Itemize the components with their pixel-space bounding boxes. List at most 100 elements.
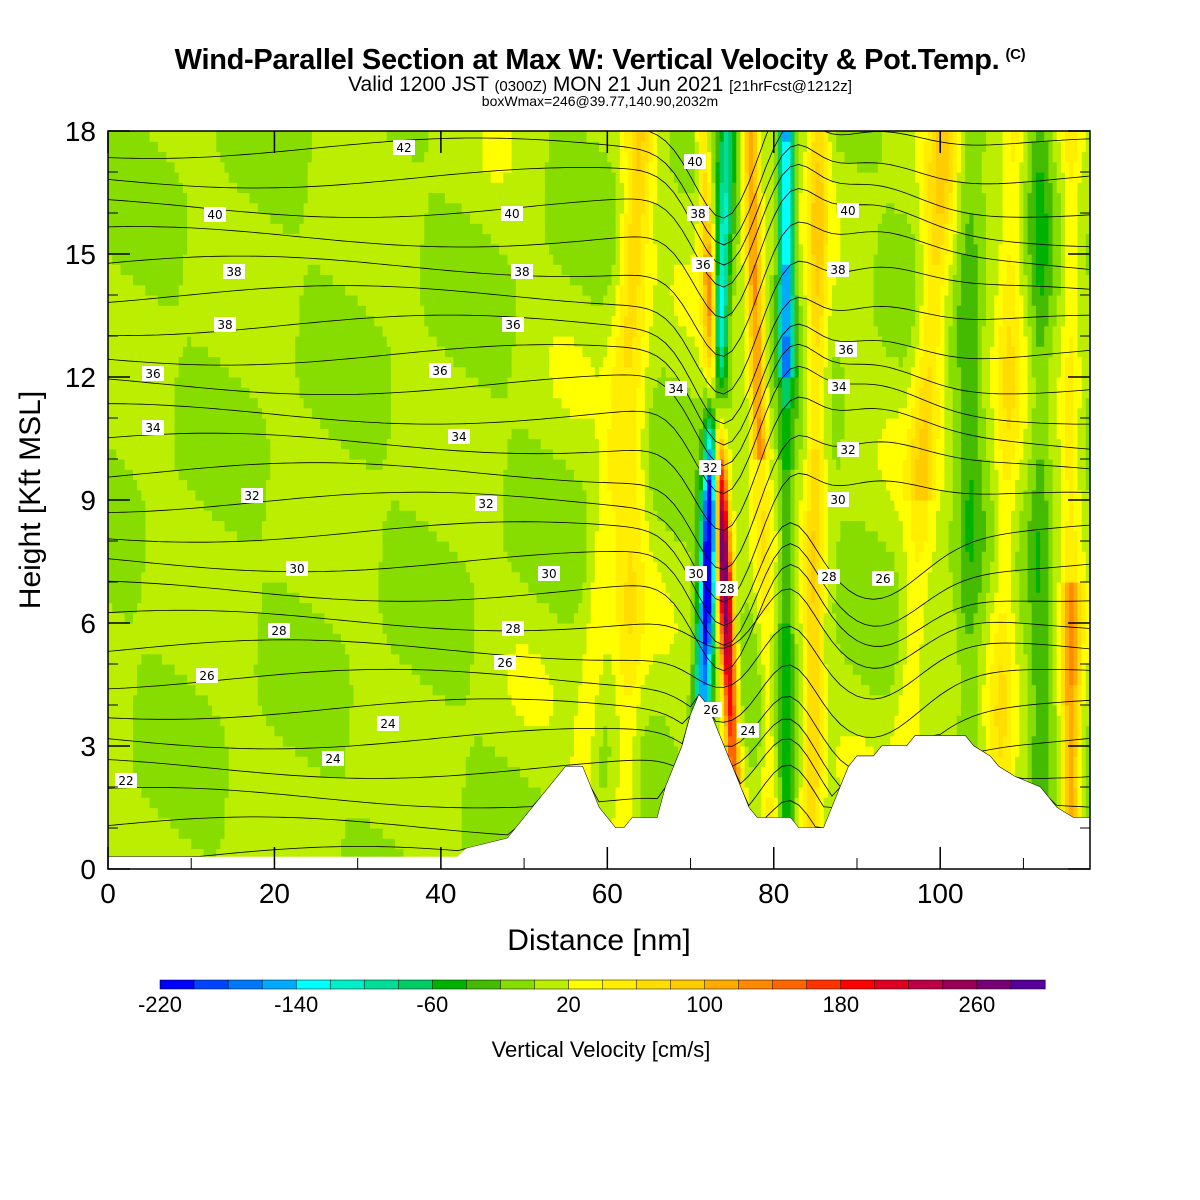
w-cell [245,848,251,860]
w-cell [307,807,313,819]
w-cell [295,766,300,778]
w-cell [353,202,359,214]
w-cell [324,192,330,204]
w-cell [353,571,359,583]
w-cell [207,141,213,153]
w-cell [108,653,113,665]
w-cell [307,817,313,829]
w-cell [266,807,271,819]
w-cell [307,305,313,317]
w-cell [311,325,317,337]
w-cell [332,541,338,552]
w-cell [370,182,375,194]
w-cell [353,520,359,532]
w-cell [166,295,172,306]
w-cell [257,766,263,778]
w-cell [257,161,263,173]
w-cell [316,643,321,655]
w-cell [270,694,276,706]
w-cell [220,643,226,655]
w-cell [166,592,172,604]
w-cell [370,346,375,358]
w-cell [124,172,130,183]
w-cell [361,172,367,183]
w-cell [382,295,388,306]
w-cell [216,807,221,819]
w-cell [291,448,296,460]
w-cell [153,141,159,153]
w-cell [320,674,325,686]
w-cell [357,172,363,183]
w-cell [295,418,300,429]
w-cell [141,694,147,706]
w-cell [224,131,230,142]
w-cell [336,510,342,522]
w-cell [386,233,392,245]
w-cell [278,520,284,532]
w-cell [128,500,134,511]
w-cell [157,551,163,563]
w-cell [249,705,255,716]
w-cell [124,264,130,276]
w-cell [386,438,392,450]
w-cell [270,192,276,204]
w-cell [153,735,159,747]
w-cell [178,223,184,235]
w-cell [303,295,309,306]
w-cell [191,571,196,583]
w-cell [336,346,342,358]
w-cell [228,459,234,470]
w-cell [316,561,321,573]
w-cell [345,346,350,358]
w-cell [203,510,209,522]
w-cell [112,213,117,224]
w-cell [166,848,172,860]
w-cell [162,817,167,829]
w-cell [320,705,325,716]
w-cell [195,612,201,624]
w-cell [120,141,126,153]
w-cell [237,336,242,347]
w-cell [366,469,371,481]
w-cell [295,500,300,511]
w-cell [241,346,246,358]
w-cell [274,151,280,163]
w-cell [386,243,392,255]
w-cell [116,664,122,675]
w-cell [282,448,288,460]
w-cell [216,530,221,542]
w-cell [295,284,300,296]
w-cell [212,653,217,665]
w-cell [145,582,151,593]
w-cell [291,582,296,593]
w-cell [390,346,396,358]
w-cell [345,684,350,696]
w-cell [345,592,350,604]
w-cell [286,817,292,829]
w-cell [370,284,375,296]
w-cell [187,653,192,665]
w-cell [357,192,363,204]
w-cell [212,705,217,716]
w-cell [112,766,117,778]
w-cell [120,602,126,614]
w-cell [228,643,234,655]
w-cell [286,612,292,624]
w-cell [295,233,300,245]
w-cell [341,448,346,460]
w-cell [237,807,242,819]
w-cell [137,295,142,306]
w-cell [390,735,396,747]
w-cell [361,284,367,296]
w-cell [361,735,367,747]
w-cell [336,838,342,850]
w-cell [199,356,205,368]
w-cell [232,582,238,593]
w-cell [174,592,180,604]
w-cell [282,295,288,306]
w-cell [220,725,226,737]
w-cell [112,807,117,819]
w-cell [241,746,246,757]
w-cell [170,746,176,757]
w-cell [178,182,184,194]
